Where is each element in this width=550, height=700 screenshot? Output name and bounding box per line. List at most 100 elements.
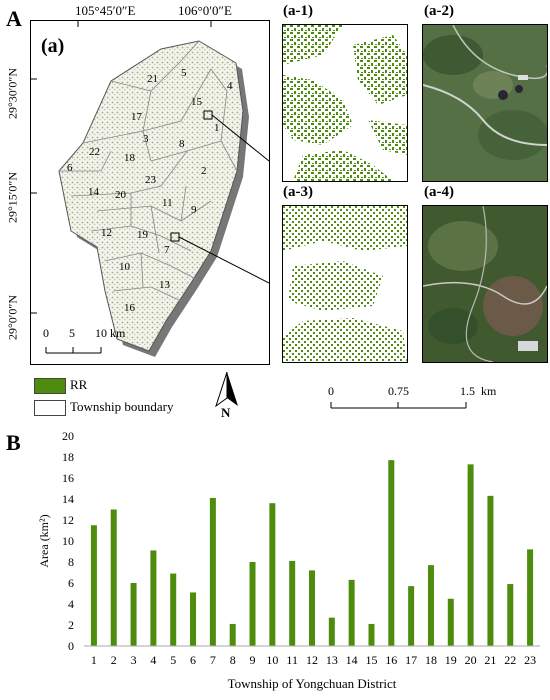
legend-label-boundary: Township boundary [70, 399, 174, 414]
subpanel-a4-satellite [422, 205, 548, 363]
subpanel-scale-tick-1: 0.75 [388, 384, 409, 398]
bar-township-11 [289, 560, 296, 646]
x-tick-label: 21 [484, 653, 496, 667]
y-tick-label: 6 [68, 576, 74, 590]
subpanel-a3-classification [282, 205, 408, 363]
x-axis-label: Township of Yongchuan District [228, 676, 397, 691]
bar-township-4 [150, 550, 157, 646]
township-number: 4 [227, 80, 233, 92]
x-tick-label: 2 [111, 653, 117, 667]
bar-township-21 [487, 495, 494, 646]
bar-township-19 [447, 598, 454, 646]
township-number: 2 [201, 165, 207, 177]
y-axis-label: Area (km²) [37, 514, 51, 567]
x-tick-label: 3 [131, 653, 137, 667]
x-tick-label: 15 [365, 653, 377, 667]
township-number: 5 [181, 67, 187, 79]
latitude-label-1: 29°30′0″N [5, 67, 20, 120]
bar-township-15 [368, 623, 375, 646]
township-number: 23 [145, 174, 157, 186]
township-number: 9 [191, 204, 197, 216]
y-tick-label: 20 [62, 429, 74, 443]
bar-township-23 [527, 549, 534, 646]
township-number: 20 [115, 189, 127, 201]
subpanel-a4-svg [422, 205, 548, 363]
x-tick-label: 4 [150, 653, 156, 667]
x-tick-label: 5 [170, 653, 176, 667]
bar-township-16 [388, 460, 395, 646]
bar-township-14 [348, 579, 355, 646]
subpanel-scale-tick-2: 1.5 km [460, 384, 497, 398]
x-tick-label: 14 [346, 653, 358, 667]
township-number: 19 [137, 229, 149, 241]
township-number: 12 [101, 227, 112, 239]
north-arrow-icon [215, 372, 238, 408]
x-tick-label: 10 [266, 653, 278, 667]
district-map: 21 5 4 17 15 1 3 8 22 18 6 2 14 20 23 11… [30, 20, 270, 365]
y-tick-label: 18 [62, 450, 74, 464]
x-tick-label: 13 [326, 653, 338, 667]
township-number: 11 [162, 197, 173, 209]
y-tick-label: 14 [62, 492, 74, 506]
township-number: 13 [159, 279, 171, 291]
legend-label-rr: RR [70, 377, 88, 392]
panel-b-letter: B [6, 430, 21, 455]
district-outline [58, 40, 244, 352]
township-number: 14 [88, 186, 100, 198]
subpanel-label-a3: (a-3) [283, 184, 313, 200]
bar-township-10 [269, 503, 276, 646]
x-tick-label: 11 [286, 653, 298, 667]
subpanel-label-a4: (a-4) [424, 184, 454, 200]
bar-township-5 [170, 573, 177, 646]
district-map-svg: 21 5 4 17 15 1 3 8 22 18 6 2 14 20 23 11… [31, 21, 269, 357]
x-tick-label: 6 [190, 653, 196, 667]
subpanel-scale-tick-0: 0 [328, 384, 334, 398]
township-number: 6 [67, 162, 73, 174]
bar-township-13 [328, 617, 335, 646]
longitude-label-2: 106°0′0″E [178, 3, 232, 18]
township-number: 17 [131, 111, 143, 123]
bar-township-2 [110, 509, 117, 646]
township-number: 21 [147, 73, 158, 85]
map-inset-label: (a) [41, 35, 65, 57]
longitude-label-1: 105°45′0″E [75, 3, 136, 18]
north-label: N [221, 405, 231, 420]
township-number: 8 [179, 138, 185, 150]
x-tick-label: 19 [445, 653, 457, 667]
map-scale-tick-1: 5 [69, 326, 75, 340]
latitude-label-3: 29°0′0″N [5, 294, 20, 341]
subpanel-a1-classification [282, 24, 408, 182]
y-tick-label: 4 [68, 597, 74, 611]
township-number: 7 [164, 244, 170, 256]
subpanel-a2-satellite [422, 24, 549, 182]
township-number: 16 [124, 302, 136, 314]
township-number: 18 [124, 152, 136, 164]
bar-township-17 [408, 586, 415, 646]
bar-township-18 [427, 565, 434, 646]
latitude-label-2: 29°15′0″N [5, 171, 20, 224]
bar-township-12 [309, 570, 315, 646]
township-number: 10 [119, 261, 131, 273]
x-tick-label: 1 [91, 653, 97, 667]
township-number: 1 [214, 122, 220, 134]
bar-chart: 0 2 4 6 8 10 12 14 16 18 20 1 2 3 4 5 6 7 8 9 10 11 12 13 14 15 1… [0, 428, 550, 695]
bar-township-9 [249, 562, 256, 646]
township-number: 22 [89, 146, 100, 158]
x-tick-label: 18 [425, 653, 437, 667]
y-tick-label: 8 [68, 555, 74, 569]
subpanel-scale-bar [330, 402, 467, 409]
x-tick-label: 7 [210, 653, 216, 667]
x-tick-label: 23 [524, 653, 536, 667]
x-tick-label: 16 [385, 653, 397, 667]
y-tick-label: 2 [68, 618, 74, 632]
subpanel-label-a1: (a-1) [283, 3, 313, 19]
bar-township-7 [209, 497, 216, 646]
x-tick-label: 12 [306, 653, 318, 667]
y-tick-label: 12 [62, 513, 74, 527]
subpanel-label-a2: (a-2) [424, 3, 454, 19]
subpanel-a2-svg [422, 24, 549, 181]
x-tick-label: 17 [405, 653, 417, 667]
x-tick-label: 20 [465, 653, 477, 667]
x-tick-label: 8 [230, 653, 236, 667]
